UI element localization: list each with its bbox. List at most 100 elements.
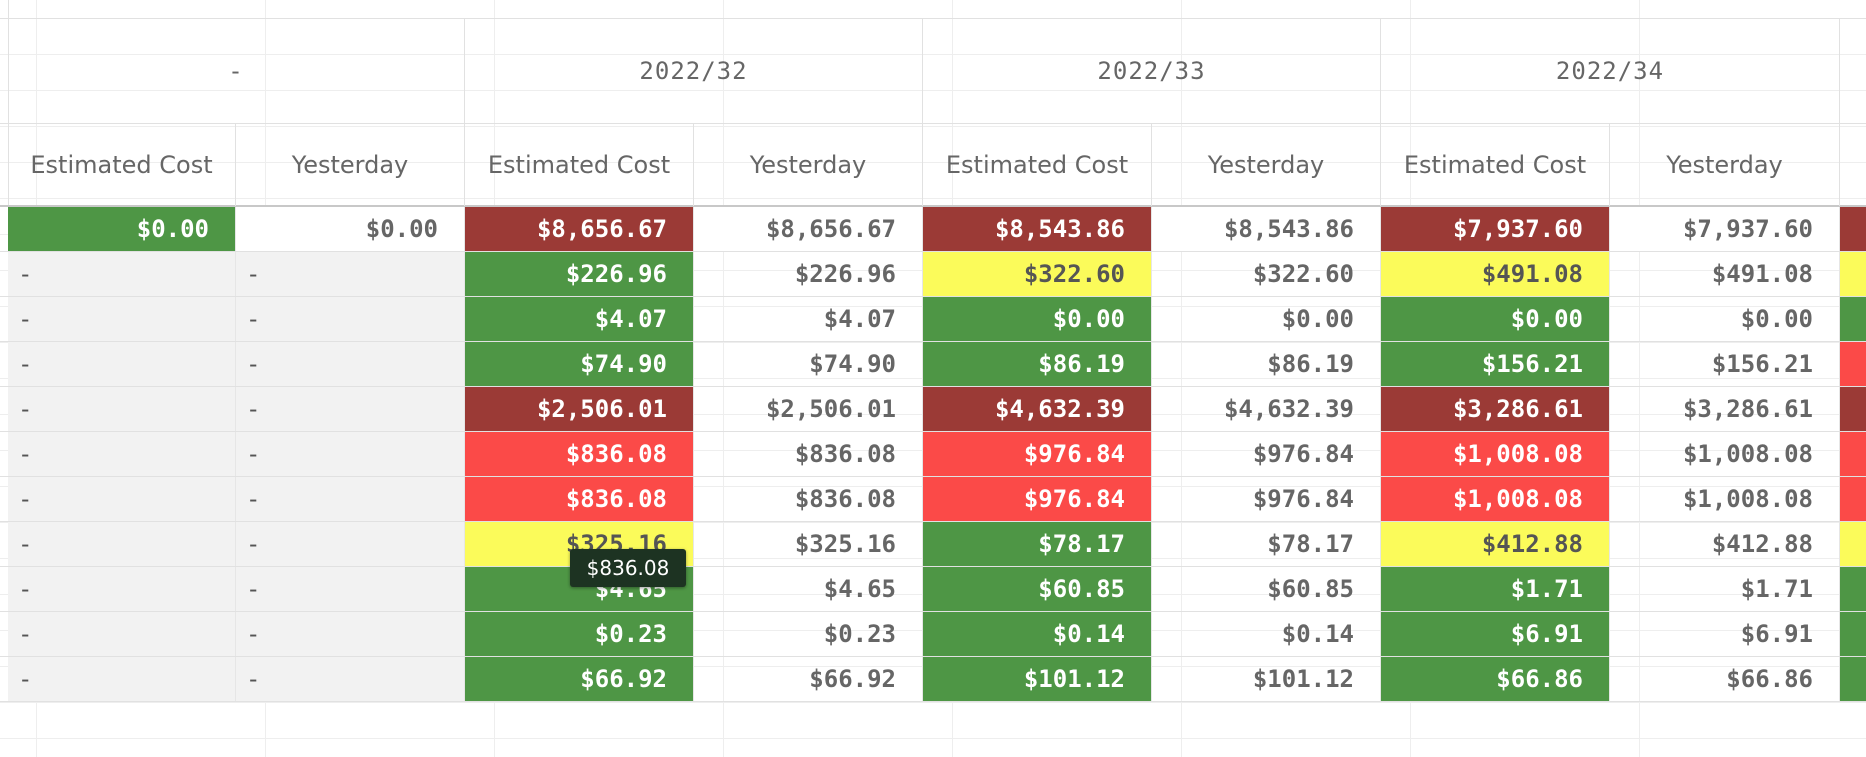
- measure-header[interactable]: Estimated Cost: [8, 124, 236, 206]
- value-cell[interactable]: $4,632.39: [923, 387, 1152, 431]
- value-cell[interactable]: $226.96: [694, 252, 923, 296]
- value-cell[interactable]: $8,656.67: [465, 207, 694, 251]
- value-cell[interactable]: $101.12: [923, 657, 1152, 701]
- empty-cell[interactable]: -: [8, 432, 236, 476]
- value-cell[interactable]: $74.90: [465, 342, 694, 386]
- value-cell[interactable]: $322.60: [923, 252, 1152, 296]
- dimension-header[interactable]: 2022/32: [465, 18, 923, 123]
- value-cell[interactable]: $0.14: [1152, 612, 1381, 656]
- empty-cell[interactable]: -: [8, 342, 236, 386]
- empty-cell[interactable]: -: [236, 252, 465, 296]
- value-cell[interactable]: $491.08: [1381, 252, 1610, 296]
- dimension-header[interactable]: -: [8, 18, 465, 123]
- value-cell[interactable]: $101.12: [1152, 657, 1381, 701]
- value-cell[interactable]: $836.08: [465, 477, 694, 521]
- value-cell[interactable]: $74.90: [694, 342, 923, 386]
- value-cell[interactable]: $78.17: [923, 522, 1152, 566]
- measure-header[interactable]: Yesterday: [236, 124, 465, 206]
- value-cell[interactable]: $0.23: [694, 612, 923, 656]
- value-cell[interactable]: $78.17: [1152, 522, 1381, 566]
- value-cell[interactable]: $86.19: [923, 342, 1152, 386]
- value-cell[interactable]: $6.91: [1610, 612, 1840, 656]
- dimension-header[interactable]: 2022/33: [923, 18, 1381, 123]
- empty-cell[interactable]: -: [236, 477, 465, 521]
- value-cell[interactable]: $0.00: [236, 207, 465, 251]
- value-cell[interactable]: $976.84: [923, 432, 1152, 476]
- measure-header[interactable]: Estimated Cost: [923, 124, 1152, 206]
- empty-cell[interactable]: -: [236, 387, 465, 431]
- empty-cell[interactable]: -: [8, 297, 236, 341]
- value-cell[interactable]: $156.21: [1610, 342, 1840, 386]
- value-cell[interactable]: $0.14: [923, 612, 1152, 656]
- empty-cell[interactable]: -: [236, 657, 465, 701]
- value-cell[interactable]: $0.00: [1610, 297, 1840, 341]
- value-cell[interactable]: $976.84: [923, 477, 1152, 521]
- value-cell[interactable]: $86.19: [1152, 342, 1381, 386]
- value-cell[interactable]: $60.85: [1152, 567, 1381, 611]
- value-cell[interactable]: [1840, 297, 1866, 341]
- empty-cell[interactable]: -: [236, 297, 465, 341]
- value-cell[interactable]: $7,937.60: [1610, 207, 1840, 251]
- empty-cell[interactable]: -: [236, 567, 465, 611]
- value-cell[interactable]: $1.71: [1381, 567, 1610, 611]
- empty-cell[interactable]: -: [8, 387, 236, 431]
- value-cell[interactable]: $0.23: [465, 612, 694, 656]
- value-cell[interactable]: [1840, 387, 1866, 431]
- value-cell[interactable]: $0.00: [923, 297, 1152, 341]
- value-cell[interactable]: $2,506.01: [465, 387, 694, 431]
- value-cell[interactable]: [1840, 522, 1866, 566]
- value-cell[interactable]: $156.21: [1381, 342, 1610, 386]
- value-cell[interactable]: [1840, 612, 1866, 656]
- measure-header[interactable]: Yesterday: [1610, 124, 1840, 206]
- empty-cell[interactable]: -: [8, 252, 236, 296]
- value-cell[interactable]: [1840, 207, 1866, 251]
- dimension-header[interactable]: 2022/34: [1381, 18, 1840, 123]
- value-cell[interactable]: $412.88: [1610, 522, 1840, 566]
- empty-cell[interactable]: -: [8, 522, 236, 566]
- value-cell[interactable]: $412.88: [1381, 522, 1610, 566]
- empty-cell[interactable]: -: [236, 432, 465, 476]
- value-cell[interactable]: $8,543.86: [923, 207, 1152, 251]
- value-cell[interactable]: $3,286.61: [1610, 387, 1840, 431]
- value-cell[interactable]: $226.96: [465, 252, 694, 296]
- empty-cell[interactable]: -: [8, 567, 236, 611]
- measure-header[interactable]: Yesterday: [694, 124, 923, 206]
- value-cell[interactable]: $0.00: [1381, 297, 1610, 341]
- value-cell[interactable]: [1840, 477, 1866, 521]
- value-cell[interactable]: $1,008.08: [1381, 432, 1610, 476]
- value-cell[interactable]: [1840, 567, 1866, 611]
- value-cell[interactable]: $4.07: [694, 297, 923, 341]
- value-cell[interactable]: $1,008.08: [1610, 432, 1840, 476]
- value-cell[interactable]: [1840, 432, 1866, 476]
- value-cell[interactable]: $4,632.39: [1152, 387, 1381, 431]
- value-cell[interactable]: $325.16: [694, 522, 923, 566]
- value-cell[interactable]: $0.00: [1152, 297, 1381, 341]
- empty-cell[interactable]: -: [8, 612, 236, 656]
- value-cell[interactable]: $4.07: [465, 297, 694, 341]
- value-cell[interactable]: $2,506.01: [694, 387, 923, 431]
- value-cell[interactable]: $836.08: [465, 432, 694, 476]
- empty-cell[interactable]: -: [236, 522, 465, 566]
- value-cell[interactable]: $8,656.67: [694, 207, 923, 251]
- empty-cell[interactable]: -: [236, 612, 465, 656]
- value-cell[interactable]: $66.86: [1610, 657, 1840, 701]
- value-cell[interactable]: $836.08: [694, 432, 923, 476]
- value-cell[interactable]: [1840, 657, 1866, 701]
- value-cell[interactable]: $66.92: [694, 657, 923, 701]
- value-cell[interactable]: $976.84: [1152, 432, 1381, 476]
- value-cell[interactable]: $66.92: [465, 657, 694, 701]
- value-cell[interactable]: $836.08: [694, 477, 923, 521]
- value-cell[interactable]: $60.85: [923, 567, 1152, 611]
- value-cell[interactable]: $8,543.86: [1152, 207, 1381, 251]
- value-cell[interactable]: $1,008.08: [1610, 477, 1840, 521]
- measure-header[interactable]: Yesterday: [1152, 124, 1381, 206]
- value-cell[interactable]: $491.08: [1610, 252, 1840, 296]
- value-cell[interactable]: $976.84: [1152, 477, 1381, 521]
- value-cell[interactable]: $0.00: [8, 207, 236, 251]
- value-cell[interactable]: [1840, 252, 1866, 296]
- value-cell[interactable]: $1.71: [1610, 567, 1840, 611]
- value-cell[interactable]: $7,937.60: [1381, 207, 1610, 251]
- measure-header[interactable]: Estimated Cost: [1381, 124, 1610, 206]
- value-cell[interactable]: $4.65: [694, 567, 923, 611]
- empty-cell[interactable]: -: [8, 477, 236, 521]
